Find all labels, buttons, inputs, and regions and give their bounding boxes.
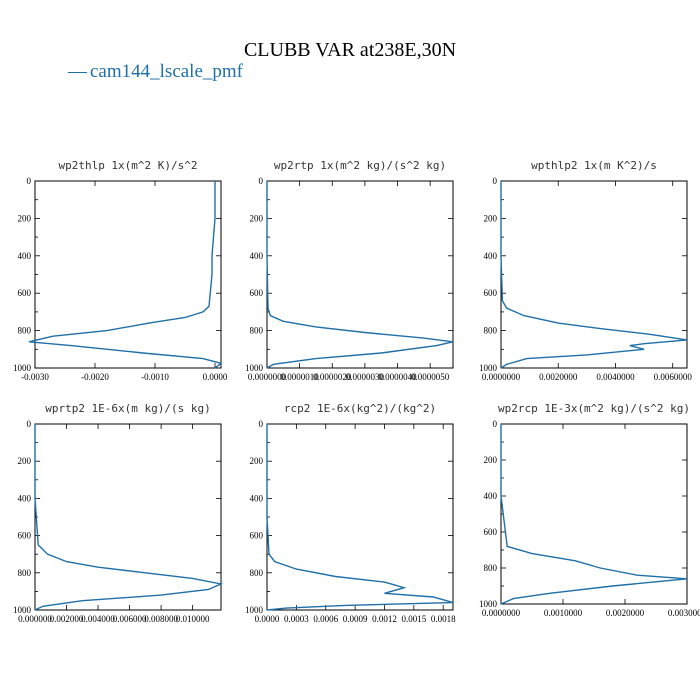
panel-title: wpthlp2 1x(m K^2)/s	[531, 159, 657, 172]
y-tick-label: 800	[484, 563, 498, 573]
y-tick-label: 400	[484, 491, 498, 501]
series-line	[28, 181, 223, 369]
series-line	[500, 424, 688, 605]
y-tick-label: 800	[250, 326, 264, 336]
x-tick-label: 0.0020000	[539, 372, 578, 382]
chart-panel: wp2rtp 1x(m^2 kg)/(s^2 kg) 0 200 400 600 800 1…	[245, 159, 454, 382]
y-tick-label: 400	[18, 251, 32, 261]
y-tick-label: 800	[18, 326, 32, 336]
y-tick-label: 200	[484, 455, 498, 465]
y-tick-label: 1000	[245, 363, 264, 373]
y-tick-label: 1000	[13, 363, 32, 373]
x-tick-label: 0.0000010	[281, 372, 320, 382]
y-tick-label: 400	[18, 493, 32, 503]
y-tick-label: 1000	[13, 605, 32, 615]
panel-title: wp2thlp 1x(m^2 K)/s^2	[58, 159, 197, 172]
x-tick-label: 0.0000	[203, 372, 228, 382]
y-tick-label: 0	[493, 176, 498, 186]
y-tick-label: 0	[27, 419, 32, 429]
plot-frame	[34, 180, 222, 369]
x-tick-label: 0.0020000	[606, 608, 645, 618]
chart-panel: wp2thlp 1x(m^2 K)/s^202004006008001000-0…	[13, 159, 228, 382]
x-tick-label: 0.0000000	[482, 372, 521, 382]
panel-title: wp2rcp 1E-3x(m^2 kg)/(s^2 kg)	[498, 402, 690, 415]
y-tick-label: 600	[250, 288, 264, 298]
chart-panel: wp2rcp 1E-3x(m^2 kg)/(s^2 kg)0 200 400 600 8…	[479, 402, 700, 618]
x-tick-label: 0.0000050	[411, 372, 450, 382]
y-tick-label: 800	[18, 568, 32, 578]
y-tick-label: 400	[250, 251, 264, 261]
y-tick-label: 600	[484, 527, 498, 537]
y-tick-label: 1000	[479, 599, 498, 609]
plot-frame	[500, 180, 688, 369]
x-tick-label: 0.0010000	[544, 608, 583, 618]
y-tick-label: 1000	[245, 605, 264, 615]
x-tick-label: 0.0012	[372, 614, 397, 624]
x-tick-label: 0.006000	[113, 614, 147, 624]
y-tick-label: 0	[27, 176, 32, 186]
y-tick-label: 0	[493, 419, 498, 429]
x-tick-label: -0.0030	[21, 372, 49, 382]
x-tick-label: 0.0000	[255, 614, 280, 624]
x-tick-label: 0.0030000	[668, 608, 700, 618]
chart-panel: rcp2 1E-6x(kg^2)/(kg^2) 0 200 400 600 800 1000…	[245, 402, 456, 624]
plot-frame	[34, 423, 222, 611]
legend: — cam144_lscale_pmf	[67, 61, 244, 82]
plot-frame	[266, 180, 454, 369]
y-tick-label: 0	[259, 176, 264, 186]
y-tick-label: 200	[18, 456, 32, 466]
legend-label: cam144_lscale_pmf	[90, 61, 244, 82]
panel-title: rcp2 1E-6x(kg^2)/(kg^2)	[284, 402, 436, 415]
y-tick-label: 600	[18, 531, 32, 541]
x-tick-label: 0.0000040	[378, 372, 417, 382]
x-tick-label: 0.0015	[401, 614, 426, 624]
series-line	[34, 424, 224, 611]
legend-marker: —	[67, 61, 88, 82]
y-tick-label: 600	[250, 531, 264, 541]
x-tick-label: 0.0060000	[654, 372, 693, 382]
x-tick-label: -0.0010	[141, 372, 169, 382]
y-tick-label: 800	[250, 568, 264, 578]
x-tick-label: 0.002000	[50, 614, 84, 624]
x-tick-label: 0.0000020	[313, 372, 352, 382]
figure-title: CLUBB VAR at238E,30N	[244, 39, 456, 61]
y-tick-label: 400	[484, 251, 498, 261]
series-line	[266, 424, 454, 611]
y-tick-label: 800	[484, 326, 498, 336]
x-tick-label: 0.0040000	[596, 372, 635, 382]
x-tick-label: 0.0006	[313, 614, 338, 624]
y-tick-label: 200	[250, 213, 264, 223]
y-tick-label: 1000	[479, 363, 498, 373]
y-tick-label: 0	[259, 419, 264, 429]
x-tick-label: 0.000000	[18, 614, 52, 624]
series-line	[500, 181, 688, 369]
x-tick-label: 0.004000	[81, 614, 115, 624]
chart-panel: wpthlp2 1x(m K^2)/s020040060080010000.00…	[479, 159, 692, 382]
y-tick-label: 400	[250, 493, 264, 503]
x-tick-label: 0.0009	[343, 614, 368, 624]
plot-frame	[266, 423, 454, 611]
chart-panel: wprtp2 1E-6x(m kg)/(s kg) 0 200 400 600 800 10…	[13, 402, 224, 624]
x-tick-label: 0.0000000	[482, 608, 521, 618]
y-tick-label: 200	[18, 213, 32, 223]
series-line	[266, 181, 454, 369]
x-tick-label: 0.0000030	[346, 372, 385, 382]
x-tick-label: 0.0018	[431, 614, 456, 624]
panel-title: wp2rtp 1x(m^2 kg)/(s^2 kg)	[274, 159, 446, 172]
x-tick-label: 0.0003	[284, 614, 309, 624]
y-tick-label: 200	[484, 213, 498, 223]
x-tick-label: 0.0000000	[248, 372, 287, 382]
y-tick-label: 600	[18, 288, 32, 298]
panel-grid: wp2thlp 1x(m^2 K)/s^202004006008001000-0…	[13, 159, 700, 624]
y-tick-label: 600	[484, 288, 498, 298]
panel-title: wprtp2 1E-6x(m kg)/(s kg)	[45, 402, 211, 415]
x-tick-label: 0.010000	[176, 614, 210, 624]
x-tick-label: -0.0020	[81, 372, 109, 382]
y-tick-label: 200	[250, 456, 264, 466]
x-tick-label: 0.008000	[144, 614, 178, 624]
